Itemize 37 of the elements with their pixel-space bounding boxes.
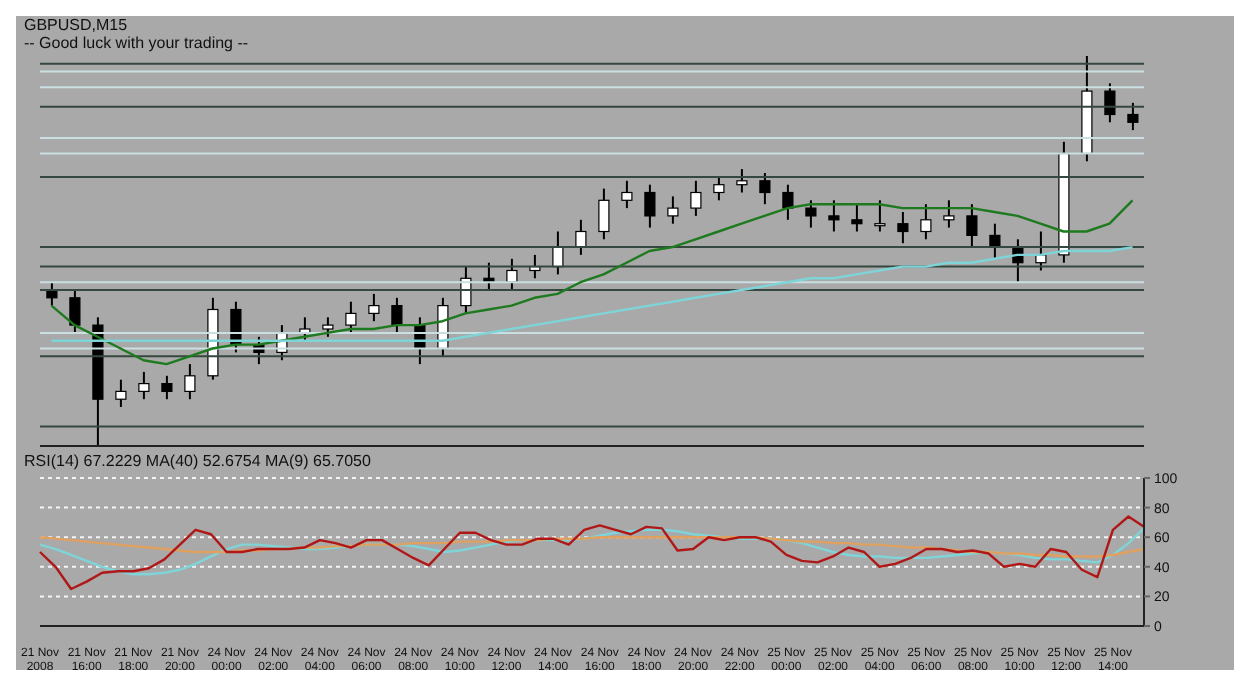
chart-title: GBPUSD,M15 bbox=[24, 16, 130, 34]
chart-subtitle: -- Good luck with your trading -- bbox=[24, 34, 251, 52]
candlestick bbox=[966, 203, 978, 249]
candlestick bbox=[322, 316, 334, 338]
candlestick bbox=[851, 203, 863, 233]
candlestick bbox=[138, 370, 150, 401]
candlestick bbox=[897, 211, 909, 245]
candlestick bbox=[115, 378, 127, 408]
candlestick bbox=[368, 292, 380, 323]
candlestick bbox=[782, 183, 794, 221]
candlestick bbox=[989, 222, 1001, 260]
candlestick bbox=[575, 218, 587, 256]
candlestick bbox=[690, 179, 702, 217]
candlestick bbox=[828, 199, 840, 233]
candlestick bbox=[644, 183, 656, 229]
candlestick bbox=[920, 203, 932, 241]
candlestick bbox=[161, 374, 173, 401]
candlestick bbox=[598, 187, 610, 241]
candlestick bbox=[759, 172, 771, 206]
line-series bbox=[38, 515, 1146, 591]
line-series bbox=[38, 536, 1146, 558]
candlestick bbox=[184, 363, 196, 401]
candlestick bbox=[1104, 82, 1116, 124]
candlestick bbox=[391, 296, 403, 334]
candlestick bbox=[552, 230, 564, 276]
candlestick bbox=[943, 199, 955, 229]
candlestick bbox=[345, 300, 357, 334]
candlestick bbox=[805, 199, 817, 229]
candlestick bbox=[874, 199, 886, 233]
candlestick bbox=[736, 168, 748, 194]
candlestick bbox=[667, 195, 679, 225]
chart-title: RSI(14) 67.2229 MA(40) 52.6754 MA(9) 65.7050 bbox=[24, 452, 373, 470]
candlestick bbox=[69, 289, 81, 334]
candlestick bbox=[713, 175, 725, 202]
candlestick bbox=[1127, 101, 1139, 132]
candlestick bbox=[621, 179, 633, 210]
candlestick bbox=[506, 257, 518, 291]
